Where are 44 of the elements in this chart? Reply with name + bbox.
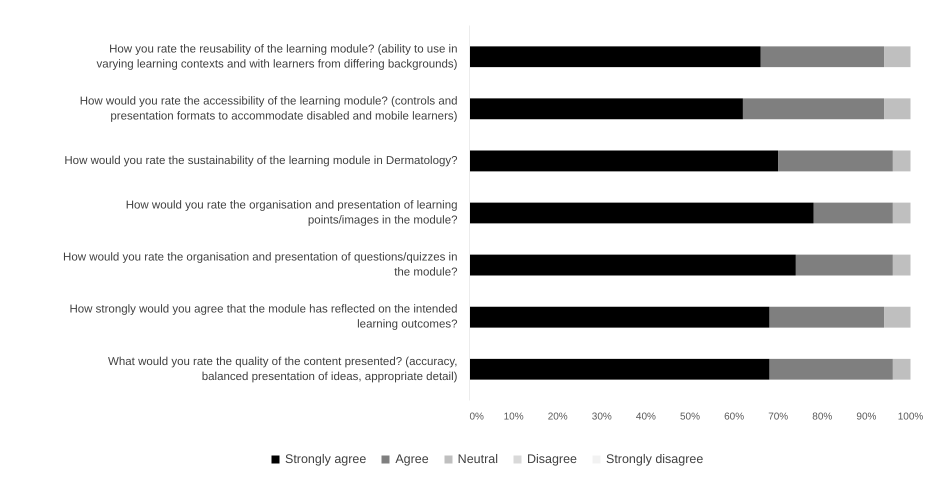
- x-tick-label: 40%: [636, 412, 656, 422]
- bar: [742, 98, 884, 120]
- bar: [769, 306, 884, 328]
- bar: [470, 306, 770, 328]
- x-tick-label: 50%: [680, 412, 700, 422]
- y-tick-label: How would you rate the sustainability of the learning module in Dermatology?: [64, 154, 458, 167]
- bar: [884, 98, 910, 120]
- bar: [470, 150, 778, 172]
- bar: [769, 358, 893, 380]
- x-tick-label: 10%: [504, 412, 524, 422]
- x-tick-label: 60%: [724, 412, 744, 422]
- bar: [760, 46, 884, 68]
- x-tick-label: 0%: [470, 412, 484, 422]
- legend-label: Disagree: [526, 452, 577, 466]
- y-tick-label: How would you rate the organisation and presentation of learning points/images in the module?: [126, 200, 458, 226]
- y-tick-label: How would you rate the accessibility of the learning module? (controls and presentation formats to accommodate disabled and mobile learners): [80, 95, 458, 122]
- y-tick-label: What would you rate the quality of the content presented? (accuracy, balanced presentation of ideas, appropriate detail): [108, 356, 458, 383]
- bar: [470, 98, 743, 120]
- bar: [796, 254, 893, 276]
- bar: [892, 358, 910, 380]
- bar: [884, 46, 910, 68]
- x-tick-label: 20%: [548, 412, 568, 422]
- y-tick-label: How would you rate the organisation and presentation of questions/quizzes in the module?: [63, 252, 458, 279]
- bar: [470, 358, 770, 380]
- bar: [884, 306, 910, 328]
- bar: [470, 46, 761, 68]
- legend-label: Strongly disagree: [606, 452, 704, 466]
- bar: [470, 202, 814, 224]
- x-tick-label: 30%: [592, 412, 612, 422]
- bar: [892, 254, 910, 276]
- bar: [470, 254, 796, 276]
- legend-label: Agree: [395, 452, 429, 466]
- y-tick-label: How you rate the reusability of the learning module? (ability to use in varying learning contexts and with learners from differing backgrounds): [96, 43, 458, 70]
- bar: [778, 150, 893, 172]
- x-tick-label: 70%: [768, 412, 788, 422]
- x-tick-label: 100%: [898, 412, 924, 422]
- y-tick-label: How strongly would you agree that the module has reflected on the intended learning outcomes?: [69, 304, 458, 331]
- bar: [813, 202, 893, 224]
- legend-label: Neutral: [458, 452, 498, 466]
- legend-label: Strongly agree: [285, 452, 366, 466]
- x-tick-label: 90%: [856, 412, 877, 422]
- bar: [892, 150, 910, 172]
- x-tick-label: 80%: [812, 412, 832, 422]
- bar: [892, 202, 910, 224]
